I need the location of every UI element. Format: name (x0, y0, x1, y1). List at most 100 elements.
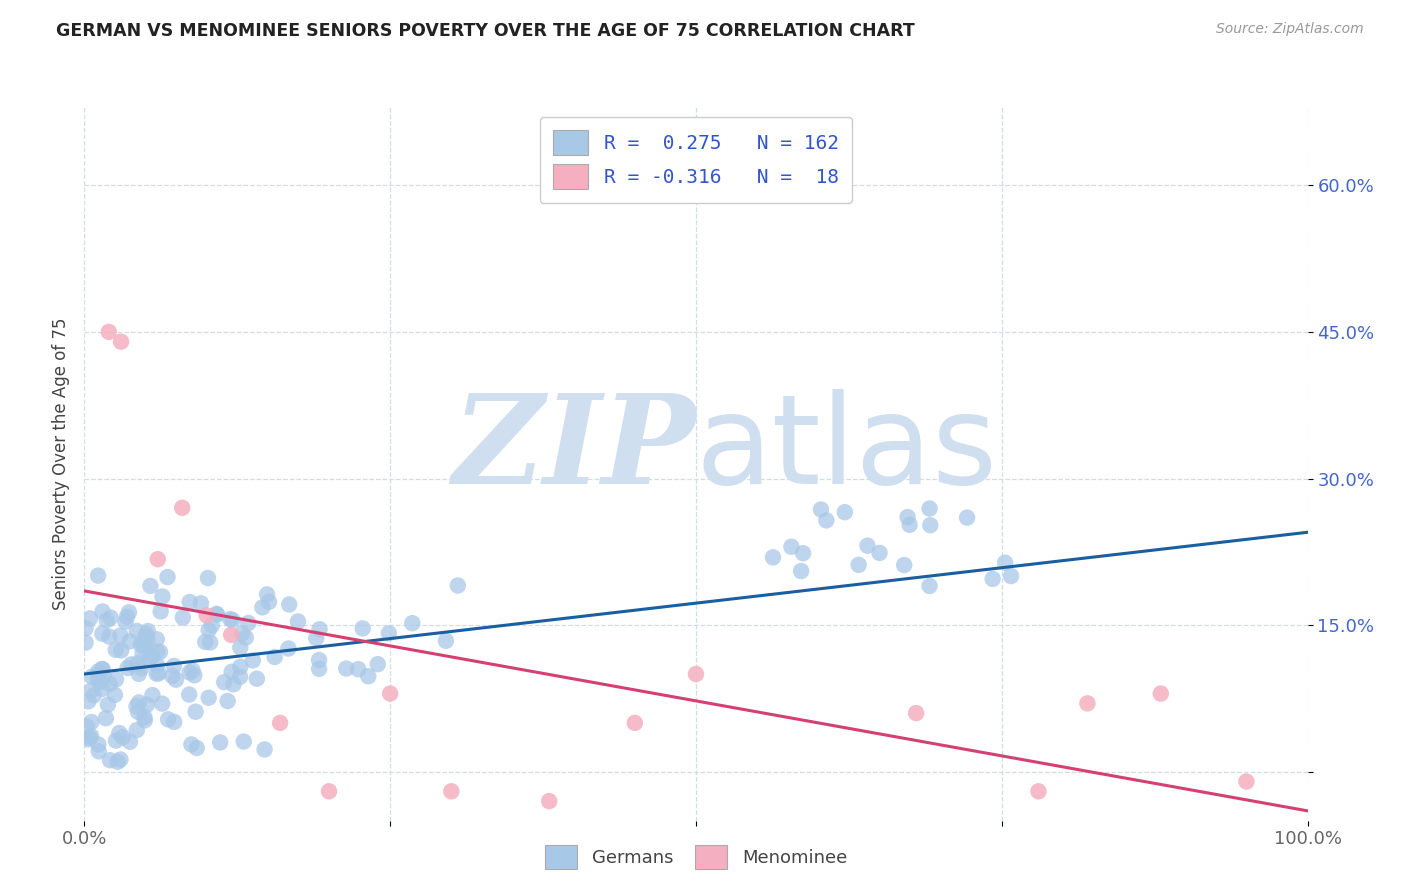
Point (257, 595, 280, 609)
Point (125, 624, 148, 638)
Point (91, 662, 114, 676)
Point (80, 714, 103, 729)
Point (172, 500, 194, 515)
Point (810, 502, 832, 516)
Point (287, 615, 309, 629)
Point (129, 638, 152, 652)
Point (97, 698, 120, 712)
Point (231, 626, 253, 640)
Point (146, 644, 169, 658)
Point (91, 662, 114, 676)
Point (131, 661, 153, 675)
Point (87, 568, 110, 582)
Point (118, 735, 141, 749)
Point (108, 726, 131, 740)
Point (815, 513, 838, 527)
Point (134, 630, 156, 644)
Point (856, 539, 879, 553)
Point (352, 622, 374, 636)
Point (100, 610, 122, 624)
Point (94, 711, 117, 725)
Point (152, 590, 174, 604)
Point (146, 632, 169, 647)
Point (91, 626, 114, 640)
Point (172, 610, 194, 624)
Point (848, 558, 870, 572)
Point (118, 605, 141, 619)
Text: ZIP: ZIP (453, 389, 696, 510)
Point (956, 510, 979, 524)
Point (118, 634, 141, 648)
Point (222, 677, 245, 691)
Point (1150, 687, 1173, 701)
Point (278, 598, 301, 612)
Point (128, 695, 150, 709)
Point (380, 687, 402, 701)
Point (898, 517, 921, 532)
Point (79, 731, 101, 745)
Point (104, 733, 127, 747)
Point (905, 706, 928, 720)
Point (246, 672, 269, 686)
Point (318, 784, 340, 798)
Point (834, 505, 856, 519)
Point (277, 641, 299, 656)
Point (127, 657, 149, 671)
Point (146, 552, 169, 566)
Text: atlas: atlas (696, 389, 998, 510)
Point (347, 662, 370, 676)
Point (305, 631, 328, 645)
Point (146, 657, 169, 672)
Point (198, 635, 221, 649)
Point (229, 659, 252, 673)
Point (252, 600, 274, 615)
Point (98, 753, 121, 767)
Point (179, 688, 201, 702)
Point (378, 626, 401, 640)
Point (780, 540, 803, 554)
Point (83, 689, 105, 703)
Point (179, 595, 201, 609)
Point (77, 694, 100, 708)
Point (897, 510, 920, 524)
Point (205, 607, 228, 622)
Point (308, 622, 330, 636)
Point (1028, 784, 1050, 798)
Point (160, 669, 183, 683)
Point (135, 627, 157, 641)
Point (132, 637, 155, 651)
Point (134, 710, 156, 724)
Point (97, 325, 120, 339)
Point (994, 556, 1017, 570)
Point (141, 688, 163, 702)
Point (181, 664, 204, 678)
Point (149, 645, 172, 659)
Point (96, 613, 118, 627)
Point (194, 635, 217, 649)
Point (87, 672, 110, 686)
Point (98, 677, 121, 691)
Point (111, 730, 134, 744)
Point (87, 738, 110, 752)
Y-axis label: Seniors Poverty Over the Age of 75: Seniors Poverty Over the Age of 75 (52, 318, 70, 610)
Point (209, 735, 232, 749)
Point (269, 715, 291, 730)
Point (401, 616, 423, 631)
Point (80, 729, 103, 743)
Point (87, 665, 110, 679)
Point (163, 714, 186, 729)
Point (105, 673, 128, 687)
Point (232, 734, 254, 748)
Point (98, 630, 121, 644)
Point (367, 657, 389, 672)
Point (256, 587, 278, 601)
Point (190, 596, 212, 610)
Point (163, 659, 186, 673)
Point (1234, 774, 1257, 789)
Point (219, 612, 242, 626)
Point (75, 621, 97, 635)
Point (139, 579, 162, 593)
Text: GERMAN VS MENOMINEE SENIORS POVERTY OVER THE AGE OF 75 CORRELATION CHART: GERMAN VS MENOMINEE SENIORS POVERTY OVER… (56, 22, 915, 40)
Point (91, 604, 114, 618)
Point (125, 699, 148, 714)
